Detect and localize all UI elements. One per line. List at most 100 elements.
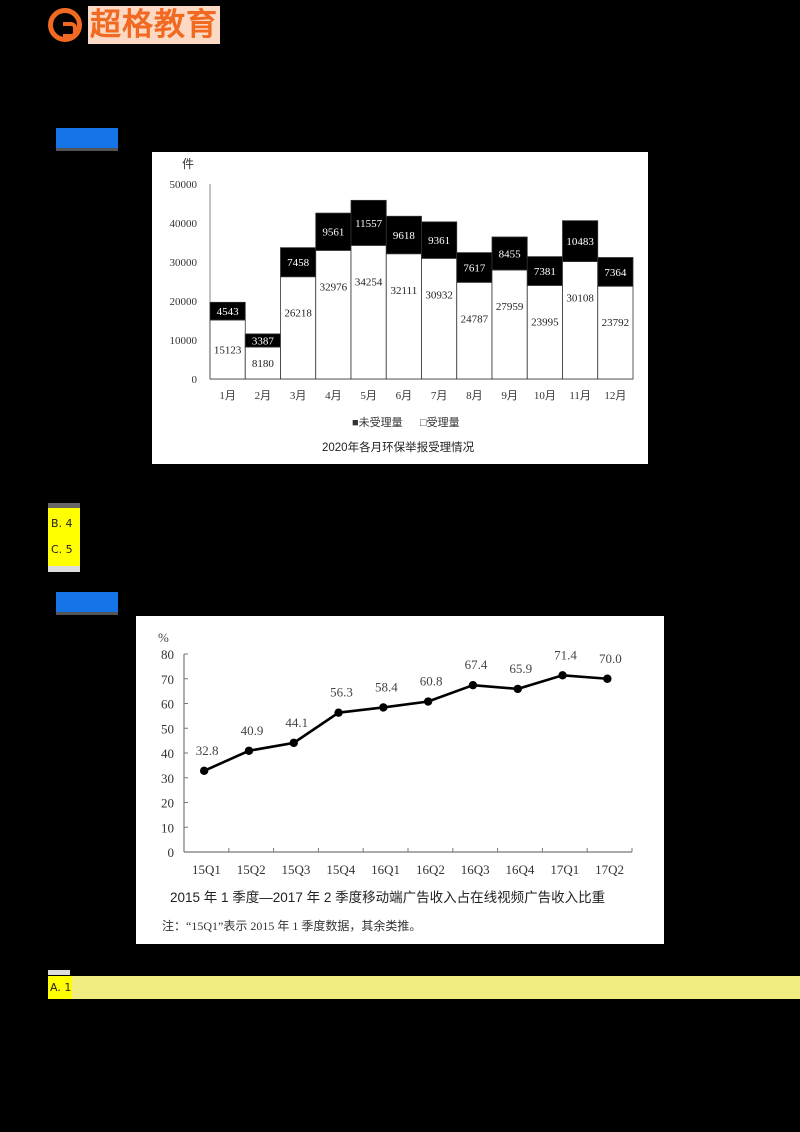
option-top-bar — [48, 503, 80, 508]
bar-accepted-label: 23995 — [531, 316, 559, 328]
data-label: 71.4 — [554, 647, 577, 662]
brand-logo: 超格教育 — [48, 6, 220, 44]
x-tick-label: 16Q2 — [416, 862, 445, 877]
bar-unaccepted-label: 9561 — [322, 227, 344, 239]
y-tick-label: 30000 — [170, 257, 198, 269]
data-label: 65.9 — [509, 661, 532, 676]
x-tick-label: 15Q1 — [192, 862, 221, 877]
bar-accepted — [421, 257, 458, 380]
x-tick-label: 16Q3 — [461, 862, 490, 877]
x-tick-label: 4月 — [325, 390, 342, 402]
bar-unaccepted — [597, 257, 634, 287]
x-tick-label: 17Q2 — [595, 862, 624, 877]
x-tick-label: 17Q1 — [550, 862, 579, 877]
option-c[interactable]: C. 5 — [51, 543, 73, 556]
logo-g-icon — [48, 8, 82, 42]
x-tick-label: 15Q4 — [326, 862, 355, 877]
bar-unaccepted-label: 7381 — [534, 266, 556, 278]
bar-unaccepted-label: 11557 — [355, 218, 383, 230]
question-tag-2 — [56, 592, 118, 615]
data-label: 60.8 — [420, 674, 443, 689]
line-chart: % 0 10 20 30 40 50 60 70 80 32.8 15Q1 40.9 15Q2 44.1 15… — [158, 630, 633, 933]
y-unit-label: % — [158, 630, 169, 645]
answer-highlight — [48, 976, 800, 999]
y-tick-label: 10000 — [170, 335, 198, 347]
x-tick-label: 16Q1 — [371, 862, 400, 877]
x-tick-label: 11月 — [569, 390, 591, 402]
x-tick-label: 10月 — [534, 390, 556, 402]
y-tick-label: 50 — [161, 721, 174, 736]
x-tick-label: 9月 — [501, 390, 518, 402]
bar-accepted-label: 30108 — [566, 293, 594, 305]
x-tick-label: 3月 — [290, 390, 307, 402]
bar-unaccepted-label: 9361 — [428, 235, 450, 247]
y-tick-label: 40 — [161, 746, 174, 761]
y-tick-label: 0 — [168, 845, 175, 860]
bar-accepted — [244, 346, 281, 380]
bar-accepted — [456, 281, 493, 380]
data-point — [603, 674, 612, 683]
bar-accepted-label: 34254 — [355, 276, 383, 288]
bar-chart-figure: 件 0 10000 20000 30000 40000 50000 4543 15123 1月 33… — [152, 152, 648, 464]
bar-accepted — [315, 249, 352, 380]
y-tick-label: 30 — [161, 771, 174, 786]
bar-accepted-label: 30932 — [425, 289, 453, 301]
chart-title: 2020年各月环保举报受理情况 — [322, 440, 475, 454]
bar-accepted — [385, 253, 422, 380]
bar-accepted-label: 23792 — [602, 317, 630, 329]
data-label: 58.4 — [375, 679, 398, 694]
y-tick-label: 20 — [161, 796, 174, 811]
bar-accepted-label: 15123 — [214, 345, 242, 357]
chart-title: 2015 年 1 季度—2017 年 2 季度移动端广告收入占在线视频广告收入比… — [170, 890, 605, 905]
x-tick-label: 12月 — [604, 390, 626, 402]
bar-accepted-label: 32111 — [391, 285, 418, 297]
bar-accepted — [350, 245, 387, 380]
data-point — [423, 697, 433, 706]
bar-accepted-label: 24787 — [461, 313, 489, 325]
bar-unaccepted — [491, 236, 528, 271]
y-tick-label: 80 — [161, 647, 174, 662]
bar-unaccepted — [456, 252, 493, 283]
bar-accepted — [280, 276, 317, 380]
bar-unaccepted-label: 3387 — [252, 335, 275, 347]
bar-accepted — [562, 261, 599, 380]
answer-top-bar — [48, 970, 70, 975]
bar-unaccepted-label: 7458 — [287, 257, 310, 269]
bar-unaccepted-label: 9618 — [393, 230, 416, 242]
bar-unaccepted — [209, 301, 246, 321]
data-label: 56.3 — [330, 685, 353, 700]
answer-option-box[interactable]: A. 1 — [48, 976, 72, 999]
data-point — [244, 746, 254, 755]
bar-unaccepted — [421, 221, 458, 259]
bar-accepted-label: 26218 — [284, 308, 312, 320]
y-tick-label: 10 — [161, 820, 174, 835]
x-tick-label: 1月 — [219, 390, 236, 402]
bar-accepted — [597, 285, 634, 380]
legend-accepted: □受理量 — [420, 416, 460, 429]
data-label: 70.0 — [599, 651, 622, 666]
x-tick-label: 16Q4 — [506, 862, 535, 877]
line-chart-figure: % 0 10 20 30 40 50 60 70 80 32.8 15Q1 40.9 15Q2 44.1 15… — [136, 616, 664, 944]
bar-accepted — [491, 269, 528, 380]
series-line — [203, 673, 608, 773]
data-label: 32.8 — [196, 743, 219, 758]
option-bottom-bar — [48, 566, 80, 572]
data-point — [379, 703, 388, 712]
y-unit-label: 件 — [182, 157, 194, 171]
option-b[interactable]: B. 4 — [51, 517, 73, 530]
bar-accepted-label: 27959 — [496, 301, 524, 313]
chart-note: 注：“15Q1”表示 2015 年 1 季度数据，其余类推。 — [162, 918, 421, 933]
data-point — [199, 766, 209, 776]
data-point — [468, 680, 478, 690]
legend-unaccepted: ■未受理量 — [352, 416, 403, 429]
data-point — [513, 684, 522, 694]
bar-unaccepted-label: 7364 — [604, 267, 627, 279]
x-tick-label: 15Q3 — [282, 862, 311, 877]
x-tick-label: 2月 — [255, 390, 272, 402]
y-tick-label: 60 — [161, 697, 174, 712]
bar-unaccepted — [385, 215, 422, 255]
data-point — [558, 671, 567, 680]
y-tick-label: 70 — [161, 672, 174, 687]
bar-unaccepted-label: 4543 — [217, 306, 240, 318]
bar-accepted-label: 32976 — [320, 281, 348, 293]
